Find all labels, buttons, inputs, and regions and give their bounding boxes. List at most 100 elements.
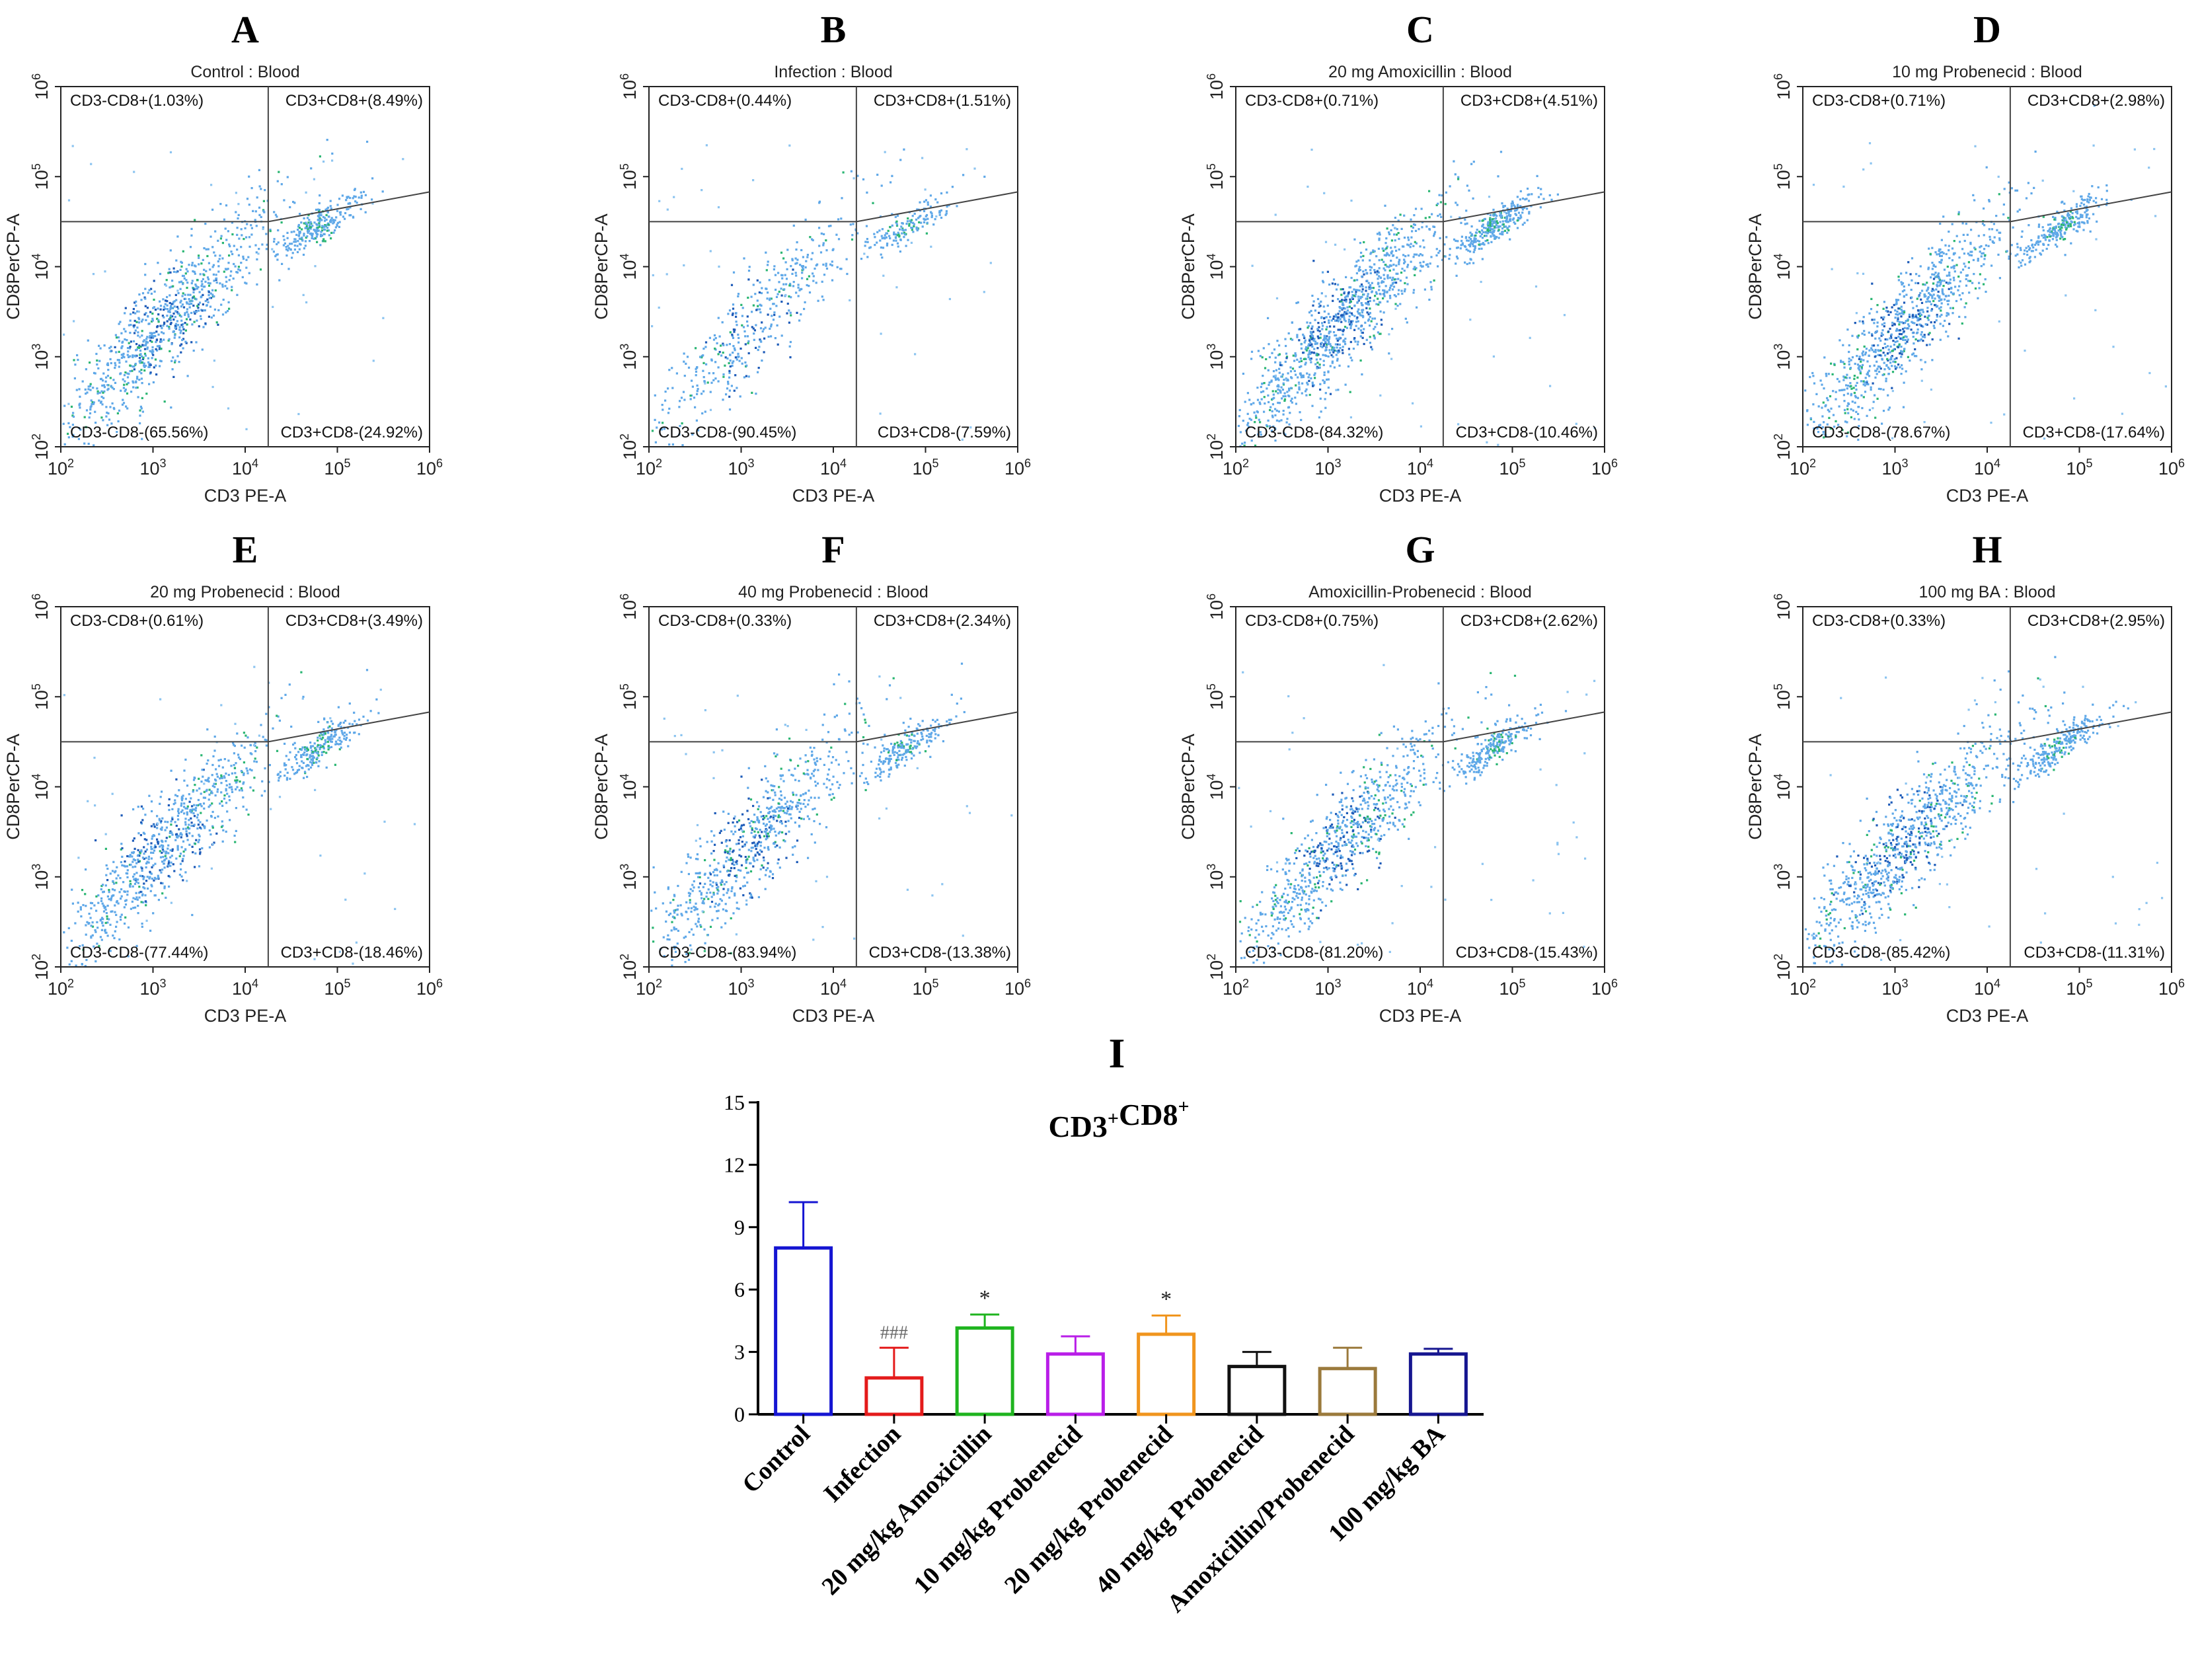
event-dot <box>254 210 257 213</box>
event-dot <box>1270 379 1273 382</box>
event-dot <box>330 237 332 240</box>
event-dot <box>149 870 151 873</box>
event-dot <box>191 810 194 812</box>
event-dot <box>891 243 893 247</box>
event-dot <box>808 275 810 278</box>
event-dot <box>1261 356 1264 359</box>
event-dot <box>934 218 936 221</box>
event-dot <box>153 824 155 827</box>
event-dot <box>1413 253 1416 256</box>
event-dot <box>1883 373 1885 376</box>
event-dot <box>1289 370 1293 373</box>
event-dot <box>731 362 734 364</box>
event-dot <box>146 307 149 309</box>
event-dot <box>1833 426 1836 428</box>
event-dot <box>720 344 722 347</box>
event-dot <box>293 202 296 204</box>
event-dot <box>1356 289 1359 291</box>
event-dot <box>328 234 330 237</box>
event-dot <box>1916 309 1920 312</box>
event-dot <box>780 300 783 303</box>
event-dot <box>1914 348 1916 351</box>
event-dot <box>2063 202 2066 205</box>
event-dot <box>1494 217 1497 220</box>
event-dot <box>1824 434 1827 436</box>
event-dot <box>2010 244 2013 247</box>
event-dot <box>169 350 171 352</box>
event-dot <box>171 368 174 371</box>
event-dot <box>299 237 301 240</box>
event-dot <box>1423 288 1426 291</box>
event-dot <box>155 373 158 376</box>
event-dot <box>683 360 685 363</box>
event-dot <box>151 349 154 352</box>
event-dot <box>133 326 135 328</box>
event-dot <box>1984 278 1987 281</box>
event-dot <box>248 272 250 274</box>
event-dot <box>143 369 146 372</box>
event-dot <box>774 337 777 340</box>
event-dot <box>232 277 235 280</box>
event-dot <box>1978 287 1981 289</box>
event-dot <box>223 775 225 778</box>
event-dot <box>1911 321 1913 323</box>
event-dot <box>710 359 713 362</box>
event-dot <box>683 375 686 377</box>
event-dot <box>729 331 732 334</box>
event-dot <box>208 798 210 801</box>
event-dot <box>1437 265 1439 268</box>
event-dot <box>1879 367 1882 370</box>
event-dot <box>254 745 256 747</box>
event-dot <box>2034 243 2037 247</box>
event-dot <box>168 327 171 330</box>
event-dot <box>1359 269 1361 272</box>
event-dot <box>1898 323 1901 326</box>
event-dot <box>864 245 866 247</box>
event-dot <box>311 225 314 227</box>
event-dot <box>342 215 344 218</box>
event-dot <box>330 219 332 221</box>
event-dot <box>269 229 272 231</box>
event-dot <box>2121 412 2123 415</box>
quadrant-label-bottom-left: CD3-CD8-(65.56%) <box>70 424 208 441</box>
event-dot <box>167 339 170 342</box>
event-dot <box>178 855 181 858</box>
event-dot <box>124 916 127 919</box>
event-dot <box>184 798 187 800</box>
event-dot <box>114 367 116 369</box>
event-dot <box>1363 241 1365 244</box>
event-dot <box>200 805 203 808</box>
event-dot <box>906 220 909 223</box>
event-dot <box>1492 231 1495 233</box>
event-dot <box>153 823 155 825</box>
event-dot <box>1856 336 1859 339</box>
event-dot <box>132 308 135 311</box>
event-dot <box>930 215 933 219</box>
event-dot <box>1868 331 1870 334</box>
event-dot <box>1923 334 1926 336</box>
event-dot <box>751 326 753 328</box>
event-dot <box>217 323 219 326</box>
event-dot <box>1344 307 1346 310</box>
event-dot <box>1825 373 1827 375</box>
event-dot <box>145 848 148 851</box>
event-dot <box>1388 289 1391 291</box>
event-dot <box>767 335 770 338</box>
event-dot <box>1323 192 1326 194</box>
event-dot <box>1415 242 1418 245</box>
event-dot <box>1850 385 1852 387</box>
event-dot <box>895 223 898 226</box>
event-dot <box>371 177 374 180</box>
event-dot <box>1902 313 1905 315</box>
event-dot <box>2080 195 2083 198</box>
event-dot <box>697 429 700 432</box>
event-dot <box>671 443 674 446</box>
event-dot <box>2042 237 2045 239</box>
event-dot <box>132 866 134 868</box>
event-dot <box>1517 217 1520 219</box>
event-dot <box>1479 243 1482 246</box>
event-dot <box>141 925 143 928</box>
event-dot <box>106 362 109 365</box>
event-dot <box>1524 198 1527 201</box>
event-dot <box>930 211 932 213</box>
